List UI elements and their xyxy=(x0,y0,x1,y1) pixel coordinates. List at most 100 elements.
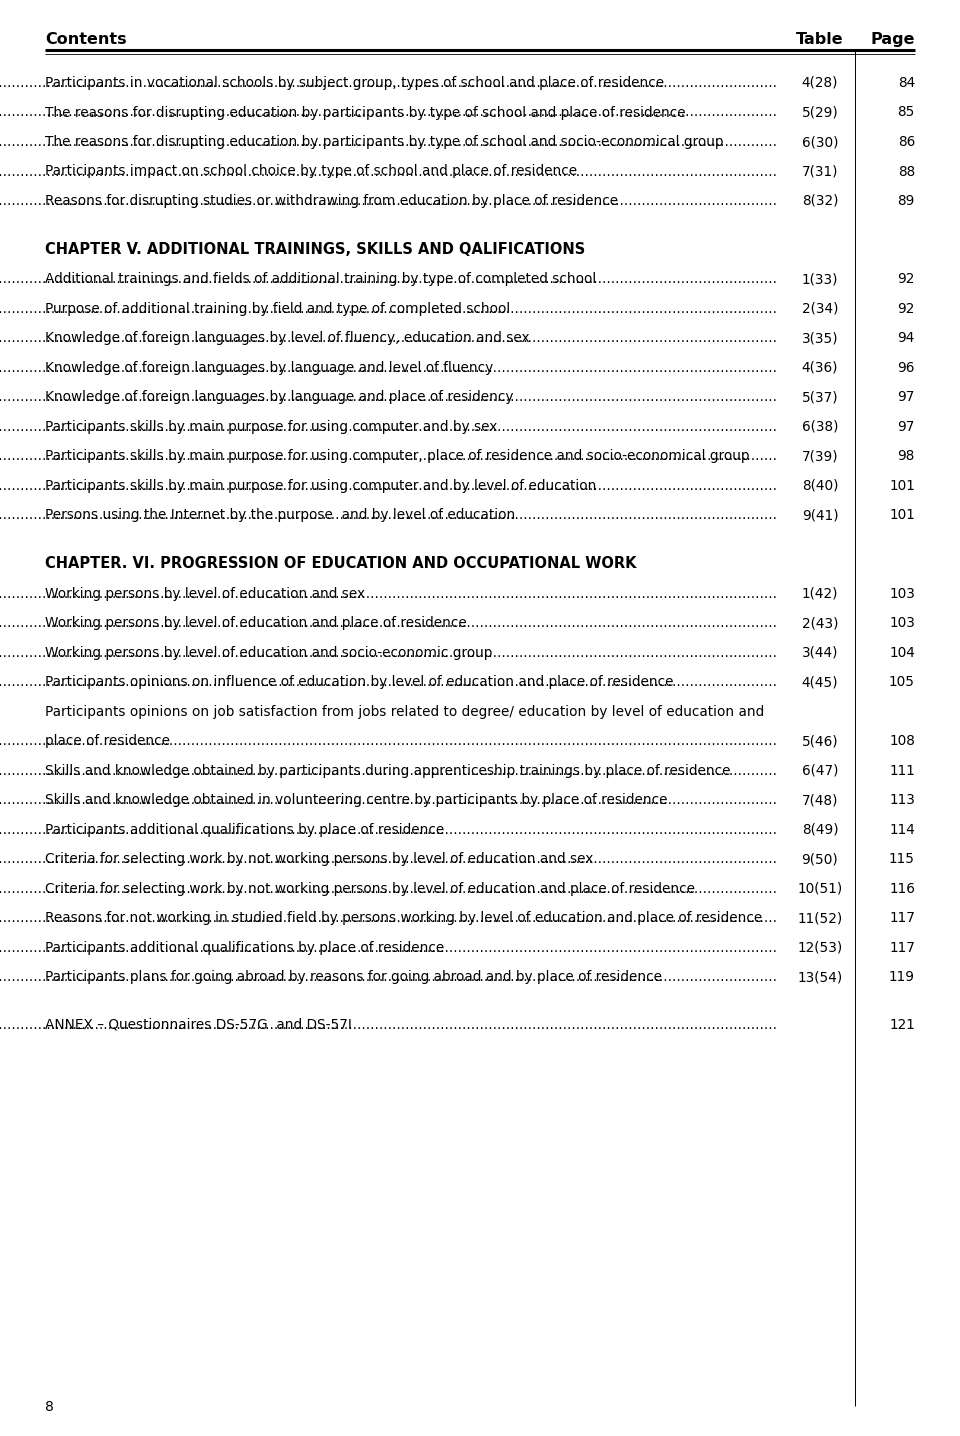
Text: Reasons for disrupting studies or withdrawing from education by place of residen: Reasons for disrupting studies or withdr… xyxy=(45,194,618,208)
Text: Purpose of additional training by field and type of completed school: Purpose of additional training by field … xyxy=(45,302,511,316)
Text: Participants skills by main purpose for using computer and by sex: Participants skills by main purpose for … xyxy=(45,419,497,434)
Text: 11(52): 11(52) xyxy=(798,912,843,925)
Text: 116: 116 xyxy=(889,882,915,896)
Text: 7(31): 7(31) xyxy=(802,165,838,178)
Text: 7(48): 7(48) xyxy=(802,794,838,807)
Text: 6(47): 6(47) xyxy=(802,764,838,778)
Text: 97: 97 xyxy=(898,419,915,434)
Text: ................................................................................: ........................................… xyxy=(0,508,777,523)
Text: ................................................................................: ........................................… xyxy=(0,675,777,689)
Text: 8(32): 8(32) xyxy=(802,194,838,208)
Text: ................................................................................: ........................................… xyxy=(0,332,777,346)
Text: Participants opinions on job satisfaction from jobs related to degree/ education: Participants opinions on job satisfactio… xyxy=(45,705,764,719)
Text: 1(42): 1(42) xyxy=(802,587,838,600)
Text: Participants impact on school choice by type of school and place of residence: Participants impact on school choice by … xyxy=(45,165,577,178)
Text: 3(44): 3(44) xyxy=(802,646,838,661)
Text: Participants additional qualifications by place of residence: Participants additional qualifications b… xyxy=(45,823,444,837)
Text: 92: 92 xyxy=(898,273,915,286)
Text: ................................................................................: ........................................… xyxy=(0,882,777,896)
Text: ................................................................................: ........................................… xyxy=(0,165,777,178)
Text: 114: 114 xyxy=(889,823,915,837)
Text: 104: 104 xyxy=(889,646,915,661)
Text: ................................................................................: ........................................… xyxy=(0,449,777,464)
Text: 119: 119 xyxy=(889,971,915,985)
Text: Skills and knowledge obtained in volunteering centre by participants by place of: Skills and knowledge obtained in volunte… xyxy=(45,794,667,807)
Text: 103: 103 xyxy=(889,587,915,600)
Text: 8: 8 xyxy=(45,1400,54,1414)
Text: ................................................................................: ........................................… xyxy=(0,941,777,955)
Text: 8(49): 8(49) xyxy=(802,823,838,837)
Text: Working persons by level of education and place of residence: Working persons by level of education an… xyxy=(45,616,467,630)
Text: 105: 105 xyxy=(889,675,915,689)
Text: 98: 98 xyxy=(898,449,915,464)
Text: Participants opinions on influence of education by level of education and place : Participants opinions on influence of ed… xyxy=(45,675,674,689)
Text: 4(45): 4(45) xyxy=(802,675,838,689)
Text: Table: Table xyxy=(796,32,844,47)
Text: 96: 96 xyxy=(898,360,915,375)
Text: 4(28): 4(28) xyxy=(802,76,838,90)
Text: CHAPTER. VI. PROGRESSION OF EDUCATION AND OCCUPATIONAL WORK: CHAPTER. VI. PROGRESSION OF EDUCATION AN… xyxy=(45,556,636,572)
Text: ................................................................................: ........................................… xyxy=(0,734,777,748)
Text: Participants skills by main purpose for using computer, place of residence and s: Participants skills by main purpose for … xyxy=(45,449,750,464)
Text: 117: 117 xyxy=(889,912,915,925)
Text: 6(38): 6(38) xyxy=(802,419,838,434)
Text: 5(37): 5(37) xyxy=(802,391,838,405)
Text: ................................................................................: ........................................… xyxy=(0,971,777,985)
Text: 8(40): 8(40) xyxy=(802,480,838,493)
Text: ................................................................................: ........................................… xyxy=(0,105,777,119)
Text: 9(50): 9(50) xyxy=(802,853,838,866)
Text: Skills and knowledge obtained by participants during apprenticeship trainings by: Skills and knowledge obtained by partici… xyxy=(45,764,731,778)
Text: 101: 101 xyxy=(889,480,915,493)
Text: 86: 86 xyxy=(898,135,915,149)
Text: 10(51): 10(51) xyxy=(798,882,843,896)
Text: 5(29): 5(29) xyxy=(802,105,838,119)
Text: Knowledge of foreign languages by language and place of residency: Knowledge of foreign languages by langua… xyxy=(45,391,514,405)
Text: 2(34): 2(34) xyxy=(802,302,838,316)
Text: ................................................................................: ........................................… xyxy=(0,273,777,286)
Text: 12(53): 12(53) xyxy=(798,941,843,955)
Text: ................................................................................: ........................................… xyxy=(0,135,777,149)
Text: 97: 97 xyxy=(898,391,915,405)
Text: 108: 108 xyxy=(889,734,915,748)
Text: 84: 84 xyxy=(898,76,915,90)
Text: The reasons for disrupting education by participants by type of school and place: The reasons for disrupting education by … xyxy=(45,105,685,119)
Text: Criteria for selecting work by not working persons by level of education and sex: Criteria for selecting work by not worki… xyxy=(45,853,593,866)
Text: 121: 121 xyxy=(889,1018,915,1032)
Text: 101: 101 xyxy=(889,508,915,523)
Text: Participants additional qualifications by place of residence: Participants additional qualifications b… xyxy=(45,941,444,955)
Text: ................................................................................: ........................................… xyxy=(0,823,777,837)
Text: Additional trainings and fields of additional training by type of completed scho: Additional trainings and fields of addit… xyxy=(45,273,596,286)
Text: 89: 89 xyxy=(898,194,915,208)
Text: 103: 103 xyxy=(889,616,915,630)
Text: 88: 88 xyxy=(898,165,915,178)
Text: ................................................................................: ........................................… xyxy=(0,1018,777,1032)
Text: ................................................................................: ........................................… xyxy=(0,764,777,778)
Text: ................................................................................: ........................................… xyxy=(0,76,777,90)
Text: The reasons for disrupting education by participants by type of school and socio: The reasons for disrupting education by … xyxy=(45,135,724,149)
Text: ................................................................................: ........................................… xyxy=(0,794,777,807)
Text: 94: 94 xyxy=(898,332,915,346)
Text: Working persons by level of education and sex: Working persons by level of education an… xyxy=(45,587,365,600)
Text: 1(33): 1(33) xyxy=(802,273,838,286)
Text: ................................................................................: ........................................… xyxy=(0,646,777,661)
Text: 92: 92 xyxy=(898,302,915,316)
Text: Knowledge of foreign languages by language and level of fluency: Knowledge of foreign languages by langua… xyxy=(45,360,493,375)
Text: ANNEX – Questionnaires DS-57G  and DS-57I: ANNEX – Questionnaires DS-57G and DS-57I xyxy=(45,1018,352,1032)
Text: ................................................................................: ........................................… xyxy=(0,419,777,434)
Text: 5(46): 5(46) xyxy=(802,734,838,748)
Text: ................................................................................: ........................................… xyxy=(0,480,777,493)
Text: 111: 111 xyxy=(889,764,915,778)
Text: CHAPTER V. ADDITIONAL TRAININGS, SKILLS AND QALIFICATIONS: CHAPTER V. ADDITIONAL TRAININGS, SKILLS … xyxy=(45,241,586,257)
Text: ................................................................................: ........................................… xyxy=(0,391,777,405)
Text: ................................................................................: ........................................… xyxy=(0,360,777,375)
Text: 4(36): 4(36) xyxy=(802,360,838,375)
Text: 3(35): 3(35) xyxy=(802,332,838,346)
Text: place of residence: place of residence xyxy=(45,734,170,748)
Text: 85: 85 xyxy=(898,105,915,119)
Text: Participants skills by main purpose for using computer and by level of education: Participants skills by main purpose for … xyxy=(45,480,596,493)
Text: 6(30): 6(30) xyxy=(802,135,838,149)
Text: 9(41): 9(41) xyxy=(802,508,838,523)
Text: Participants plans for going abroad by reasons for going abroad and by place of : Participants plans for going abroad by r… xyxy=(45,971,662,985)
Text: ................................................................................: ........................................… xyxy=(0,616,777,630)
Text: ................................................................................: ........................................… xyxy=(0,587,777,600)
